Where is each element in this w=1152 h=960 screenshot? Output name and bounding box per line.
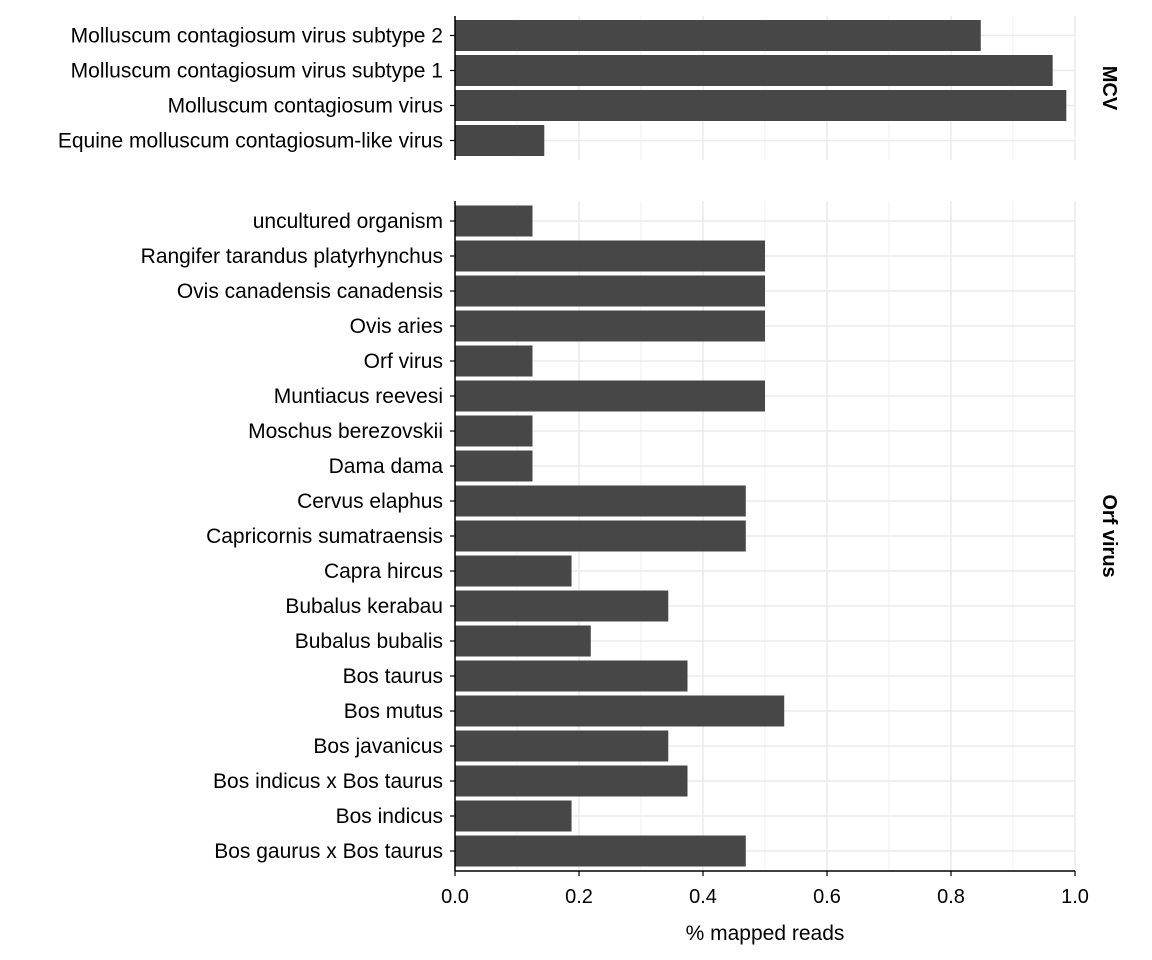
bar	[455, 205, 533, 237]
bar	[455, 730, 669, 762]
bar	[455, 380, 765, 412]
bar	[455, 90, 1067, 121]
bar	[455, 520, 746, 552]
bar	[455, 485, 746, 517]
category-label: Moschus berezovskii	[248, 420, 443, 443]
bar	[455, 590, 669, 622]
category-label: Orf virus	[364, 350, 443, 373]
x-tick-label: 0.0	[441, 886, 469, 908]
category-label: Bubalus bubalis	[295, 630, 443, 653]
category-label: Bos mutus	[344, 700, 443, 723]
category-label: Capra hircus	[324, 560, 443, 583]
bar	[455, 20, 981, 51]
category-label: Bos taurus	[343, 665, 443, 688]
category-label: Bubalus kerabau	[285, 595, 443, 618]
category-label: Bos indicus x Bos taurus	[213, 770, 443, 793]
x-tick-label: 0.4	[689, 886, 717, 908]
bar	[455, 695, 785, 727]
x-tick-label: 0.6	[813, 886, 841, 908]
bar	[455, 275, 765, 307]
bar	[455, 660, 688, 692]
bar	[455, 835, 746, 867]
x-tick-label: 0.8	[937, 886, 965, 908]
bar	[455, 800, 572, 832]
category-label: Molluscum contagiosum virus	[168, 95, 443, 118]
bar	[455, 55, 1053, 86]
bar	[455, 765, 688, 797]
category-label: Dama dama	[329, 455, 444, 478]
bar	[455, 240, 765, 272]
bar	[455, 555, 572, 587]
facet-label: Orf virus	[1098, 494, 1120, 577]
bar	[455, 450, 533, 482]
x-axis-title: % mapped reads	[686, 922, 845, 945]
x-tick-label: 0.2	[565, 886, 593, 908]
x-axis: 0.0 0.2 0.4 0.6 0.8 1.0	[441, 870, 1089, 908]
category-label: Molluscum contagiosum virus subtype 2	[71, 25, 443, 48]
chart-panels: Molluscum contagiosum virus subtype 2 Mol…	[58, 16, 1120, 871]
bar	[455, 625, 591, 657]
category-label: Ovis aries	[350, 315, 443, 338]
category-label: Ovis canadensis canadensis	[177, 280, 443, 303]
bar	[455, 345, 533, 377]
category-label: Molluscum contagiosum virus subtype 1	[71, 60, 443, 83]
facet-panel: Molluscum contagiosum virus subtype 2 Mol…	[58, 16, 1120, 160]
bar	[455, 310, 765, 342]
category-label: Bos indicus	[336, 805, 443, 828]
x-tick-label: 1.0	[1061, 886, 1089, 908]
category-label: Bos gaurus x Bos taurus	[214, 840, 443, 863]
category-label: Cervus elaphus	[297, 490, 443, 513]
bar	[455, 125, 545, 156]
category-label: Equine molluscum contagiosum-like virus	[58, 130, 443, 153]
category-label: Bos javanicus	[313, 735, 443, 758]
category-label: Muntiacus reevesi	[274, 385, 443, 408]
facet-panel: uncultured organism Rangifer tarandus pla…	[141, 201, 1120, 871]
bar	[455, 415, 533, 447]
facet-label: MCV	[1098, 66, 1120, 111]
category-label: Rangifer tarandus platyrhynchus	[141, 245, 443, 268]
category-label: Capricornis sumatraensis	[206, 525, 443, 548]
category-label: uncultured organism	[253, 210, 443, 233]
